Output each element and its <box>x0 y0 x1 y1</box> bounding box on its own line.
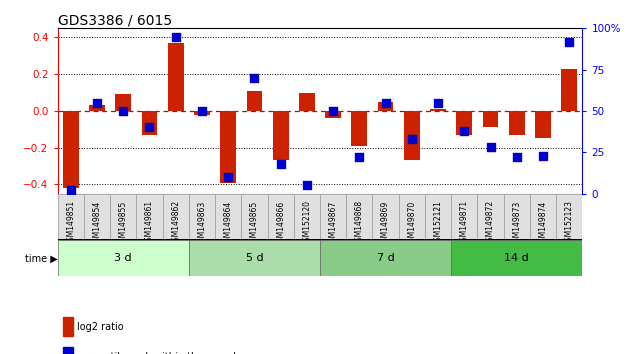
Text: GSM149863: GSM149863 <box>197 200 207 246</box>
Bar <box>451 240 582 276</box>
Text: GSM149865: GSM149865 <box>250 200 259 246</box>
Point <box>275 161 285 167</box>
Text: GSM149873: GSM149873 <box>512 200 522 246</box>
Bar <box>372 194 399 239</box>
Text: 3 d: 3 d <box>115 253 132 263</box>
Bar <box>189 240 320 276</box>
Text: GSM149854: GSM149854 <box>92 200 102 246</box>
Text: GSM149851: GSM149851 <box>66 200 76 246</box>
Bar <box>273 111 289 160</box>
Text: GSM149869: GSM149869 <box>381 200 390 246</box>
Text: GSM149868: GSM149868 <box>355 200 364 246</box>
Text: GSM149855: GSM149855 <box>118 200 128 246</box>
Text: GDS3386 / 6015: GDS3386 / 6015 <box>58 13 172 27</box>
Bar <box>63 111 79 188</box>
Point <box>380 100 390 105</box>
Point <box>433 100 443 105</box>
Point <box>249 75 260 81</box>
Bar <box>58 240 189 276</box>
Point <box>512 154 522 160</box>
Text: GSM149871: GSM149871 <box>460 200 469 246</box>
Bar <box>504 194 530 239</box>
Text: GSM149867: GSM149867 <box>328 200 338 246</box>
Text: GSM152121: GSM152121 <box>433 200 443 246</box>
Bar <box>509 111 525 135</box>
Point <box>170 34 181 39</box>
Point <box>66 187 76 193</box>
Bar <box>220 111 236 183</box>
Point <box>459 128 469 133</box>
Bar <box>110 194 136 239</box>
Bar <box>425 194 451 239</box>
Point <box>302 182 312 188</box>
Bar <box>89 105 105 111</box>
Bar <box>451 194 477 239</box>
Bar <box>399 194 425 239</box>
Text: GSM149866: GSM149866 <box>276 200 285 246</box>
Text: GSM152120: GSM152120 <box>302 200 312 246</box>
Point <box>328 108 339 114</box>
Point <box>92 100 102 105</box>
Bar <box>351 111 367 146</box>
Bar <box>63 348 74 354</box>
Bar <box>246 91 262 111</box>
Bar <box>163 194 189 239</box>
Bar <box>430 109 446 111</box>
Bar <box>556 194 582 239</box>
Bar <box>294 194 320 239</box>
Bar <box>241 194 268 239</box>
Text: GSM149861: GSM149861 <box>145 200 154 246</box>
Point <box>223 174 234 180</box>
Bar <box>299 92 315 111</box>
Text: 7 d: 7 d <box>377 253 394 263</box>
Text: GSM149862: GSM149862 <box>171 200 180 246</box>
Point <box>118 108 128 114</box>
Text: 14 d: 14 d <box>504 253 529 263</box>
Text: percentile rank within the sample: percentile rank within the sample <box>77 352 243 354</box>
Bar <box>561 69 577 111</box>
Text: log2 ratio: log2 ratio <box>77 322 124 332</box>
Text: GSM149874: GSM149874 <box>538 200 548 246</box>
Bar <box>136 194 163 239</box>
Bar <box>404 111 420 160</box>
Bar <box>141 111 157 135</box>
Point <box>145 125 155 130</box>
Point <box>197 108 207 114</box>
Bar <box>477 194 504 239</box>
Bar <box>530 194 556 239</box>
Text: GSM149864: GSM149864 <box>223 200 233 246</box>
Bar <box>320 240 451 276</box>
Bar <box>84 194 110 239</box>
Bar <box>320 194 346 239</box>
Bar <box>456 111 472 135</box>
Bar <box>483 111 499 127</box>
Point <box>564 39 575 44</box>
Bar <box>535 111 551 138</box>
Bar <box>268 194 294 239</box>
Bar <box>58 194 84 239</box>
Bar <box>378 102 394 111</box>
Bar <box>346 194 372 239</box>
Bar <box>194 111 210 115</box>
Bar <box>215 194 241 239</box>
Text: time ▶: time ▶ <box>25 253 58 263</box>
Point <box>407 136 417 142</box>
Bar <box>325 111 341 118</box>
Point <box>538 153 548 158</box>
Point <box>485 144 495 150</box>
Bar <box>63 318 74 336</box>
Bar <box>189 194 215 239</box>
Text: GSM149870: GSM149870 <box>407 200 417 246</box>
Point <box>355 154 365 160</box>
Text: 5 d: 5 d <box>246 253 263 263</box>
Text: GSM152123: GSM152123 <box>564 200 574 246</box>
Bar <box>168 43 184 111</box>
Bar <box>115 95 131 111</box>
Text: GSM149872: GSM149872 <box>486 200 495 246</box>
